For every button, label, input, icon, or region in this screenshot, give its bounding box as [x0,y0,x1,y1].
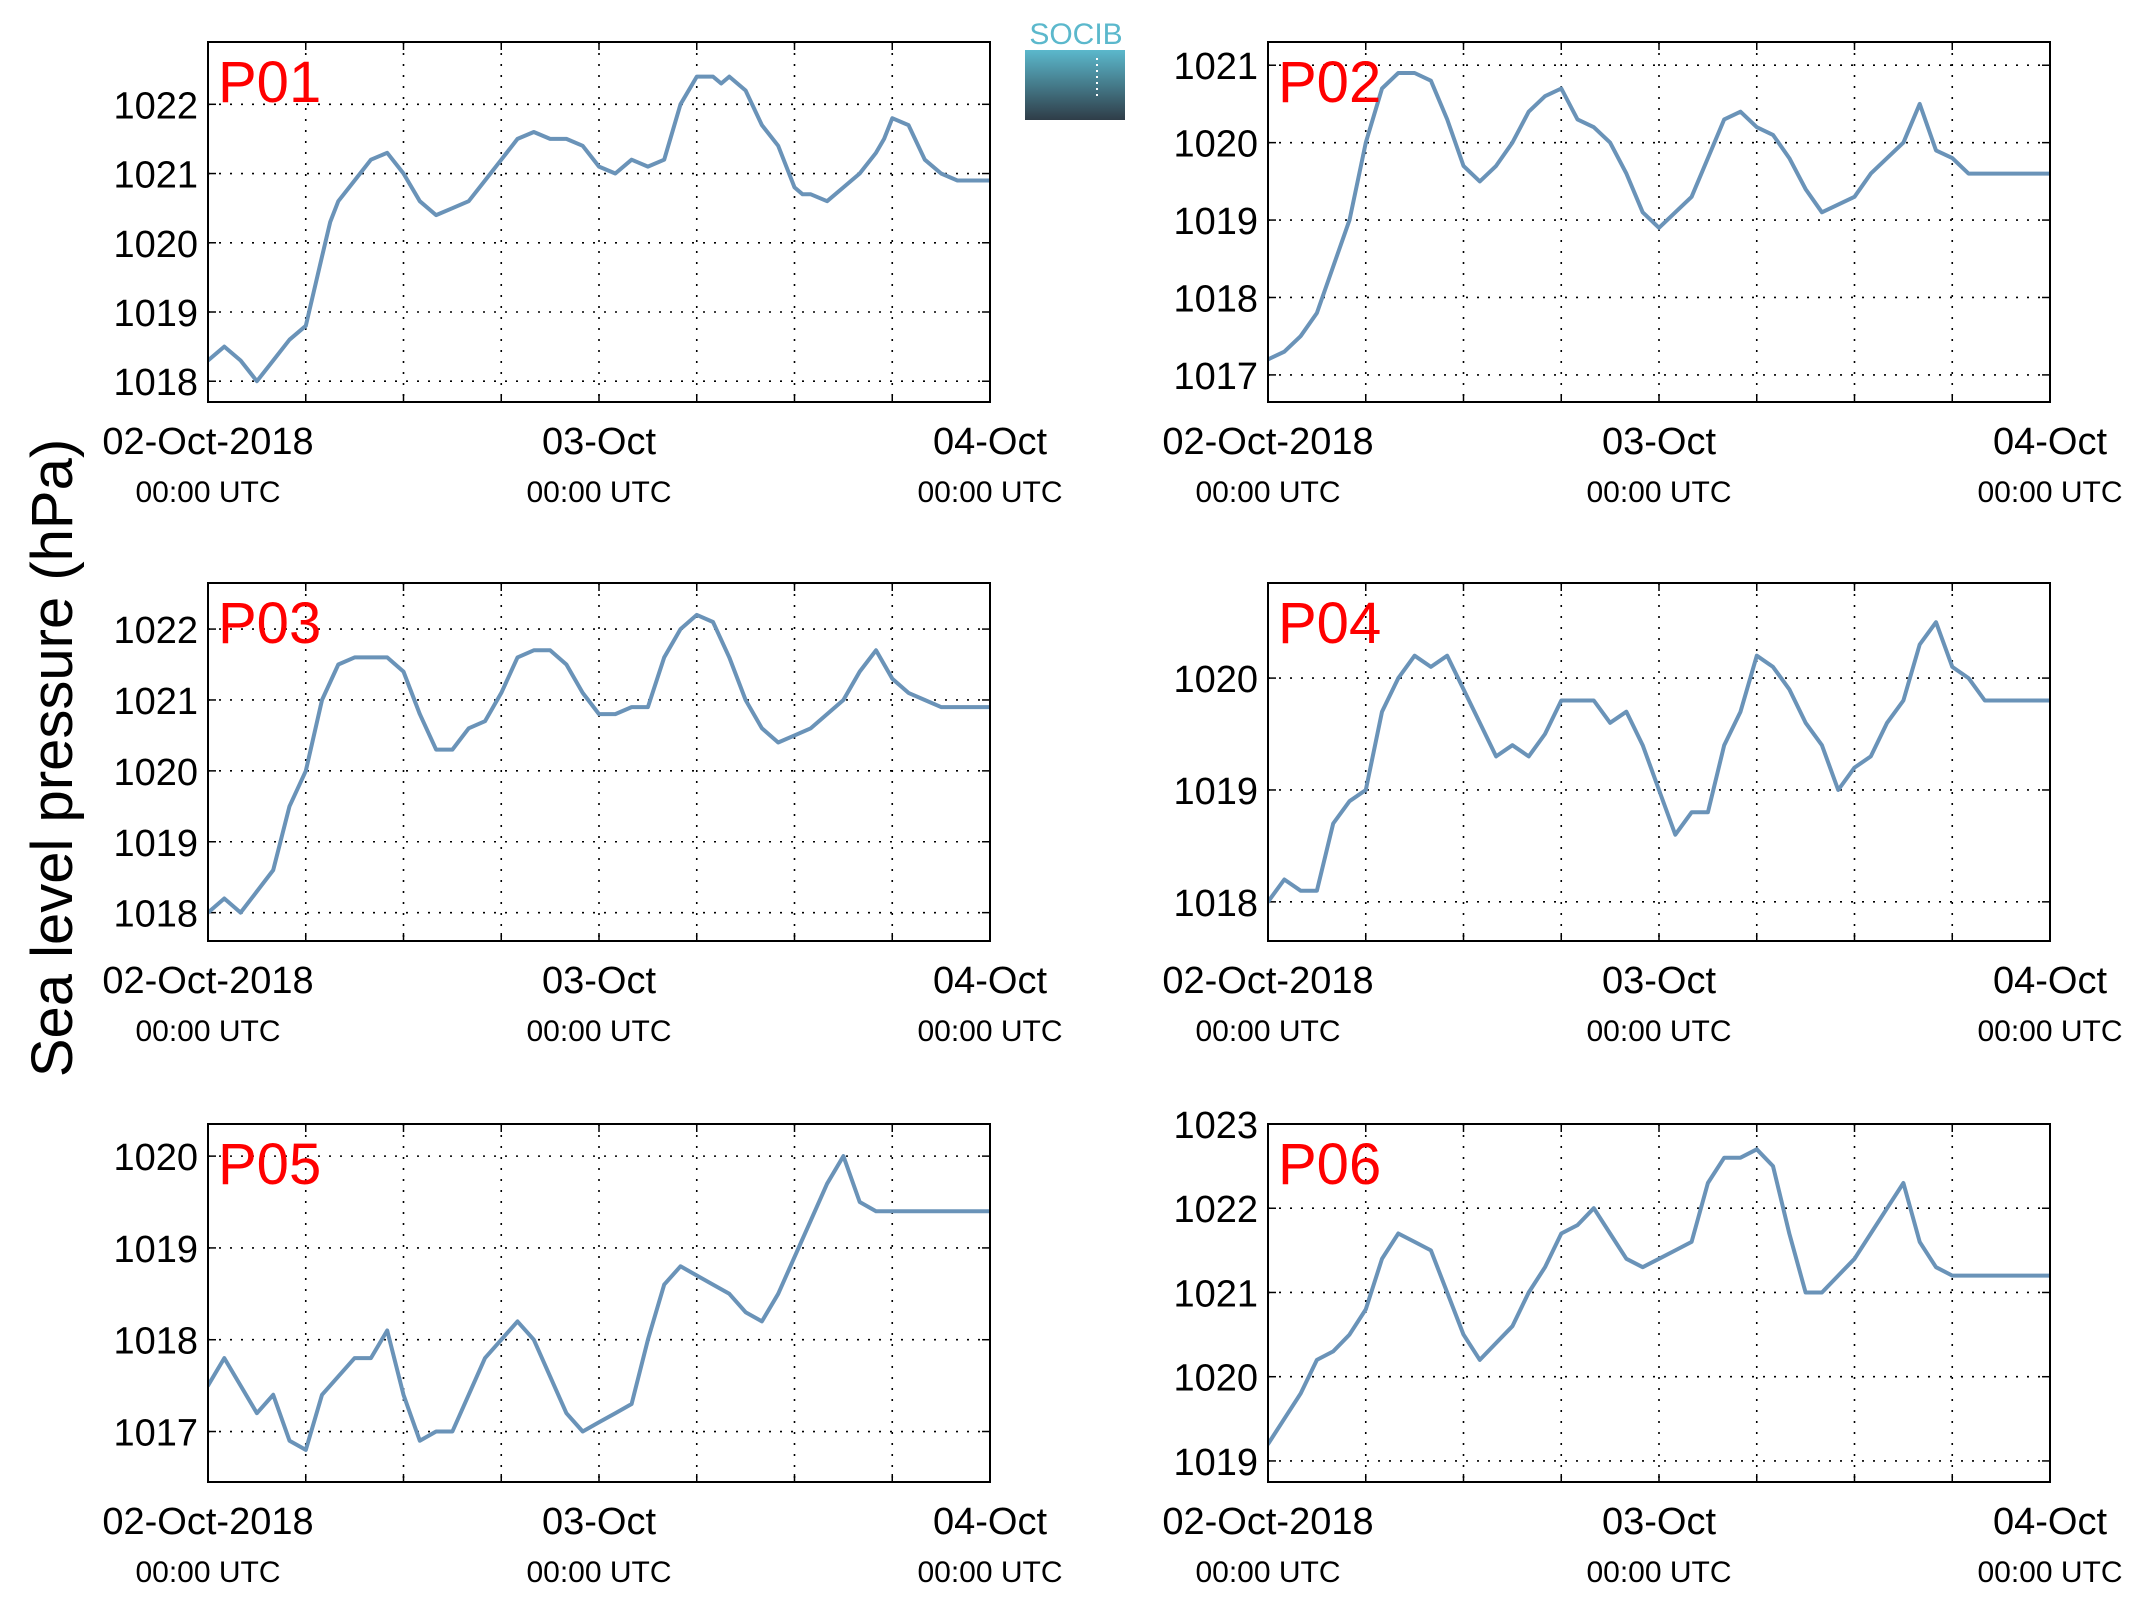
x-tick-sublabel: 00:00 UTC [526,476,671,509]
y-tick-label: 1022 [113,610,198,652]
x-tick-label: 03-Oct [1602,960,1716,1002]
y-tick-label: 1023 [1173,1105,1258,1147]
x-tick-label: 03-Oct [542,421,656,463]
chart-panel-p06: 1019 1020 1021 1022 1023 02-Oct-2018 00:00 UTC… [1162,1105,2122,1589]
x-tick-label: 03-Oct [542,960,656,1002]
x-tick-sublabel: 00:00 UTC [135,1015,280,1048]
panel-label: P04 [1278,591,1381,656]
y-tick-label: 1022 [1173,1189,1258,1231]
chart-panel-p05: 1017 1018 1019 1020 02-Oct-2018 00:00 UTC 03-O… [102,1123,1063,1589]
panel-label: P03 [218,591,321,656]
x-tick-sublabel: 00:00 UTC [1586,476,1731,509]
y-tick-label: 1018 [113,894,198,936]
x-tick-label: 03-Oct [1602,1501,1716,1543]
plot-frame [1267,582,2051,942]
logo-text: SOCIB [1029,18,1122,51]
y-tick-label: 1017 [1173,356,1258,398]
y-tick-label: 1022 [113,85,198,127]
plot-frame [1267,1123,2051,1483]
x-tick-sublabel: 00:00 UTC [1977,1015,2122,1048]
x-tick-sublabel: 00:00 UTC [1586,1556,1731,1589]
y-tick-label: 1019 [113,1229,198,1271]
plot-area [1268,1124,2050,1482]
chart-panel-p04: 1018 1019 1020 02-Oct-2018 00:00 UTC 03-Oct 00… [1162,582,2123,1048]
x-tick-sublabel: 00:00 UTC [1977,476,2122,509]
x-tick-sublabel: 00:00 UTC [1586,1015,1731,1048]
x-tick-label: 04-Oct [933,421,1047,463]
x-tick-label: 04-Oct [933,960,1047,1002]
y-tick-label: 1021 [1173,46,1258,88]
x-tick-sublabel: 00:00 UTC [917,476,1062,509]
y-tick-label: 1018 [113,362,198,404]
chart-panel-p03: 1018 1019 1020 1021 1022 02-Oct-2018 00:00 UTC… [102,582,1063,1048]
series-line [208,612,990,915]
plot-area [208,42,990,402]
logo-block [1025,50,1125,120]
plot-area [208,1124,990,1482]
series-line [208,74,990,384]
x-tick-sublabel: 00:00 UTC [1195,476,1340,509]
y-tick-label: 1019 [1173,201,1258,243]
y-tick-label: 1021 [113,155,198,197]
x-tick-label: 03-Oct [542,1501,656,1543]
x-tick-sublabel: 00:00 UTC [135,476,280,509]
chart-panel-p01: 1018 1019 1020 1021 1022 02-Oct-2018 00:00 UTC… [102,41,1063,509]
panel-label: P05 [218,1132,321,1197]
x-tick-label: 02-Oct-2018 [102,960,313,1002]
plot-area [1268,583,2050,941]
chart-panels: 1018 1019 1020 1021 1022 02-Oct-2018 00:00 UTC… [102,41,2123,1589]
y-tick-label: 1019 [1173,771,1258,813]
x-tick-sublabel: 00:00 UTC [526,1556,671,1589]
series-line [1268,1147,2050,1447]
plot-area [1268,42,2050,402]
plot-frame [207,1123,991,1483]
y-tick-label: 1019 [113,823,198,865]
x-tick-sublabel: 00:00 UTC [917,1556,1062,1589]
x-tick-label: 02-Oct-2018 [102,1501,313,1543]
x-tick-sublabel: 00:00 UTC [1195,1556,1340,1589]
x-tick-label: 02-Oct-2018 [1162,421,1373,463]
chart-panel-p02: 1017 1018 1019 1020 1021 02-Oct-2018 00:00 UTC… [1162,41,2123,509]
y-tick-label: 1019 [1173,1442,1258,1484]
y-tick-label: 1020 [113,752,198,794]
y-tick-label: 1018 [1173,883,1258,925]
plot-frame [1267,41,2051,403]
panel-label: P02 [1278,50,1381,115]
y-tick-label: 1020 [113,1137,198,1179]
x-tick-label: 03-Oct [1602,421,1716,463]
panel-label: P01 [218,50,321,115]
x-tick-label: 02-Oct-2018 [1162,1501,1373,1543]
plot-area [208,583,990,941]
x-tick-label: 04-Oct [1993,421,2107,463]
y-tick-label: 1021 [1173,1273,1258,1315]
x-tick-label: 02-Oct-2018 [1162,960,1373,1002]
plot-frame [207,41,991,403]
panel-label: P06 [1278,1132,1381,1197]
y-tick-label: 1020 [1173,124,1258,166]
y-tick-label: 1020 [1173,1358,1258,1400]
x-tick-sublabel: 00:00 UTC [917,1015,1062,1048]
x-tick-sublabel: 00:00 UTC [526,1015,671,1048]
x-tick-sublabel: 00:00 UTC [1977,1556,2122,1589]
socib-logo: SOCIB [1025,18,1125,120]
x-tick-sublabel: 00:00 UTC [1195,1015,1340,1048]
x-tick-label: 04-Oct [1993,960,2107,1002]
y-tick-label: 1019 [113,293,198,335]
series-line [1268,620,2050,904]
y-axis-label: Sea level pressure (hPa) [20,439,85,1077]
x-tick-label: 04-Oct [933,1501,1047,1543]
y-tick-label: 1020 [1173,659,1258,701]
y-tick-label: 1018 [1173,278,1258,320]
y-tick-label: 1018 [113,1321,198,1363]
plot-frame [207,582,991,942]
x-tick-label: 04-Oct [1993,1501,2107,1543]
series-line [1268,71,2050,362]
y-tick-label: 1020 [113,224,198,266]
y-tick-label: 1017 [113,1413,198,1455]
y-tick-label: 1021 [113,681,198,723]
x-tick-sublabel: 00:00 UTC [135,1556,280,1589]
series-line [208,1154,990,1452]
x-tick-label: 02-Oct-2018 [102,421,313,463]
